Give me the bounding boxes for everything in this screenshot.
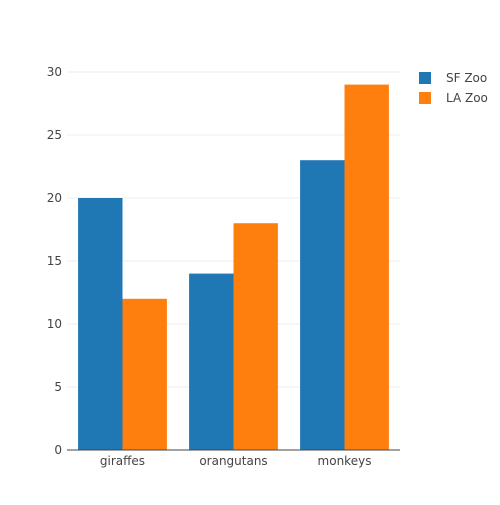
y-tick-label: 10	[47, 317, 62, 331]
legend-label[interactable]: SF Zoo	[446, 71, 487, 85]
y-tick-label: 5	[54, 380, 62, 394]
legend-swatch[interactable]	[419, 72, 431, 84]
y-tick-label: 20	[47, 191, 62, 205]
legend-swatch[interactable]	[419, 92, 431, 104]
x-tick-label: monkeys	[318, 454, 372, 468]
y-tick-label: 25	[47, 128, 62, 142]
bar-la-zoo-orangutans[interactable]	[233, 223, 278, 450]
bar-layer	[78, 84, 389, 450]
bar-sf-zoo-monkeys[interactable]	[300, 160, 345, 450]
bar-sf-zoo-giraffes[interactable]	[78, 198, 123, 450]
bar-la-zoo-giraffes[interactable]	[122, 298, 167, 450]
y-tick-label: 15	[47, 254, 62, 268]
x-tick-label: orangutans	[199, 454, 267, 468]
axis-layer: 0 5 10 15 20 25 30 giraffes orangutans monkeys	[47, 65, 400, 468]
y-tick-label: 30	[47, 65, 62, 79]
bar-sf-zoo-orangutans[interactable]	[189, 273, 234, 450]
bar-la-zoo-monkeys[interactable]	[344, 84, 389, 450]
x-tick-label: giraffes	[100, 454, 145, 468]
legend-label[interactable]: LA Zoo	[446, 91, 488, 105]
legend[interactable]: SF Zoo LA Zoo	[419, 71, 488, 105]
y-tick-label: 0	[54, 443, 62, 457]
